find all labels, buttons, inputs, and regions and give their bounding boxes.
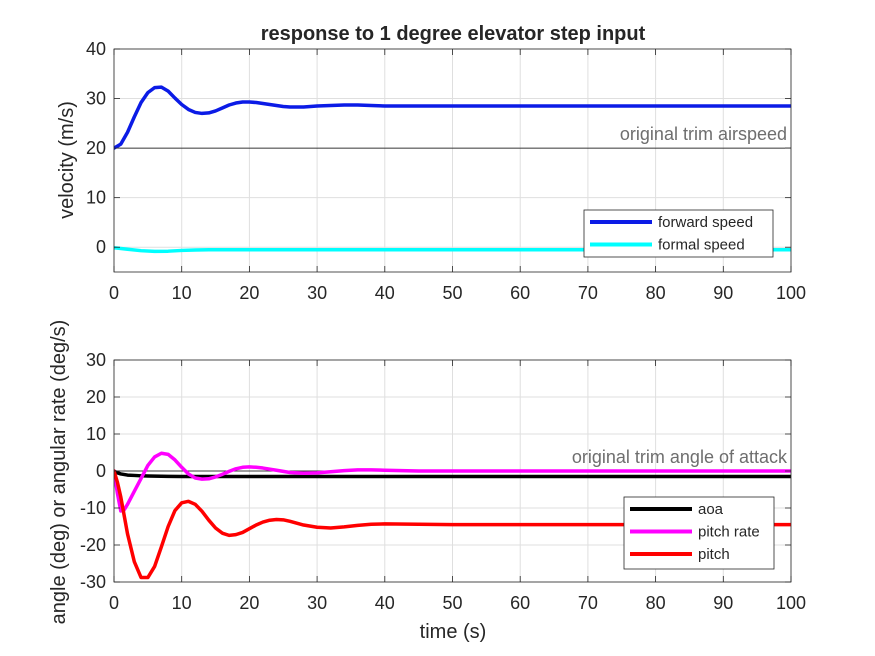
legend: aoa pitch rate pitch (623, 496, 775, 570)
x-tick-label: 70 (578, 593, 598, 613)
angle-y-axis-label: angle (deg) or angular rate (deg/s) (48, 320, 70, 625)
x-tick-label: 60 (510, 283, 530, 303)
y-tick-label: 30 (86, 89, 106, 109)
x-tick-label: 30 (307, 283, 327, 303)
y-tick-label: 0 (96, 237, 106, 257)
x-tick-label: 40 (375, 593, 395, 613)
reference-line-label: original trim airspeed (620, 124, 787, 144)
x-tick-label: 70 (578, 283, 598, 303)
series-line-pitch-rate (114, 451, 791, 513)
y-tick-label: 30 (86, 350, 106, 370)
chart-title: response to 1 degree elevator step input (261, 23, 646, 45)
x-tick-label: 80 (646, 283, 666, 303)
x-tick-label: 100 (776, 593, 806, 613)
time-x-axis-label: time (s) (420, 621, 487, 643)
x-tick-label: 50 (442, 593, 462, 613)
y-tick-label: 20 (86, 138, 106, 158)
x-tick-label: 40 (375, 283, 395, 303)
x-tick-label: 90 (713, 283, 733, 303)
legend: forward speed formal speed (583, 209, 774, 258)
series-line-aoa (114, 469, 791, 479)
x-tick-label: 0 (109, 283, 119, 303)
velocity-plot: original trim airspeed 0 10 20 30 40 50 60 70 80 9… (86, 39, 806, 303)
x-tick-label: 10 (172, 283, 192, 303)
legend-label: pitch rate (698, 524, 760, 541)
legend-label: forward speed (658, 214, 753, 231)
x-tick-label: 30 (307, 593, 327, 613)
series-line-forward-speed (114, 85, 791, 150)
reference-line-label: original trim angle of attack (572, 447, 788, 467)
legend-label: formal speed (658, 237, 745, 254)
x-tick-label: 90 (713, 593, 733, 613)
x-tick-label: 80 (646, 593, 666, 613)
y-tick-label: 20 (86, 387, 106, 407)
x-tick-label: 60 (510, 593, 530, 613)
y-tick-label: -10 (80, 498, 106, 518)
x-tick-label: 20 (239, 593, 259, 613)
y-tick-label: 10 (86, 424, 106, 444)
x-tick-label: 0 (109, 593, 119, 613)
velocity-y-axis-label: velocity (m/s) (56, 101, 78, 219)
y-tick-label: -30 (80, 572, 106, 592)
series-line-pitch (114, 469, 791, 580)
x-tick-label: 100 (776, 283, 806, 303)
x-tick-label: 50 (442, 283, 462, 303)
y-tick-label: 0 (96, 461, 106, 481)
y-tick-label: 10 (86, 188, 106, 208)
angle-plot: original trim angle of attack 0 10 20 30 40 50… (80, 350, 806, 613)
legend-box (583, 209, 774, 258)
x-tick-label: 10 (172, 593, 192, 613)
legend-label: aoa (698, 501, 724, 518)
y-tick-label: 40 (86, 39, 106, 59)
x-tick-label: 20 (239, 283, 259, 303)
legend-label: pitch (698, 546, 730, 563)
y-tick-label: -20 (80, 535, 106, 555)
